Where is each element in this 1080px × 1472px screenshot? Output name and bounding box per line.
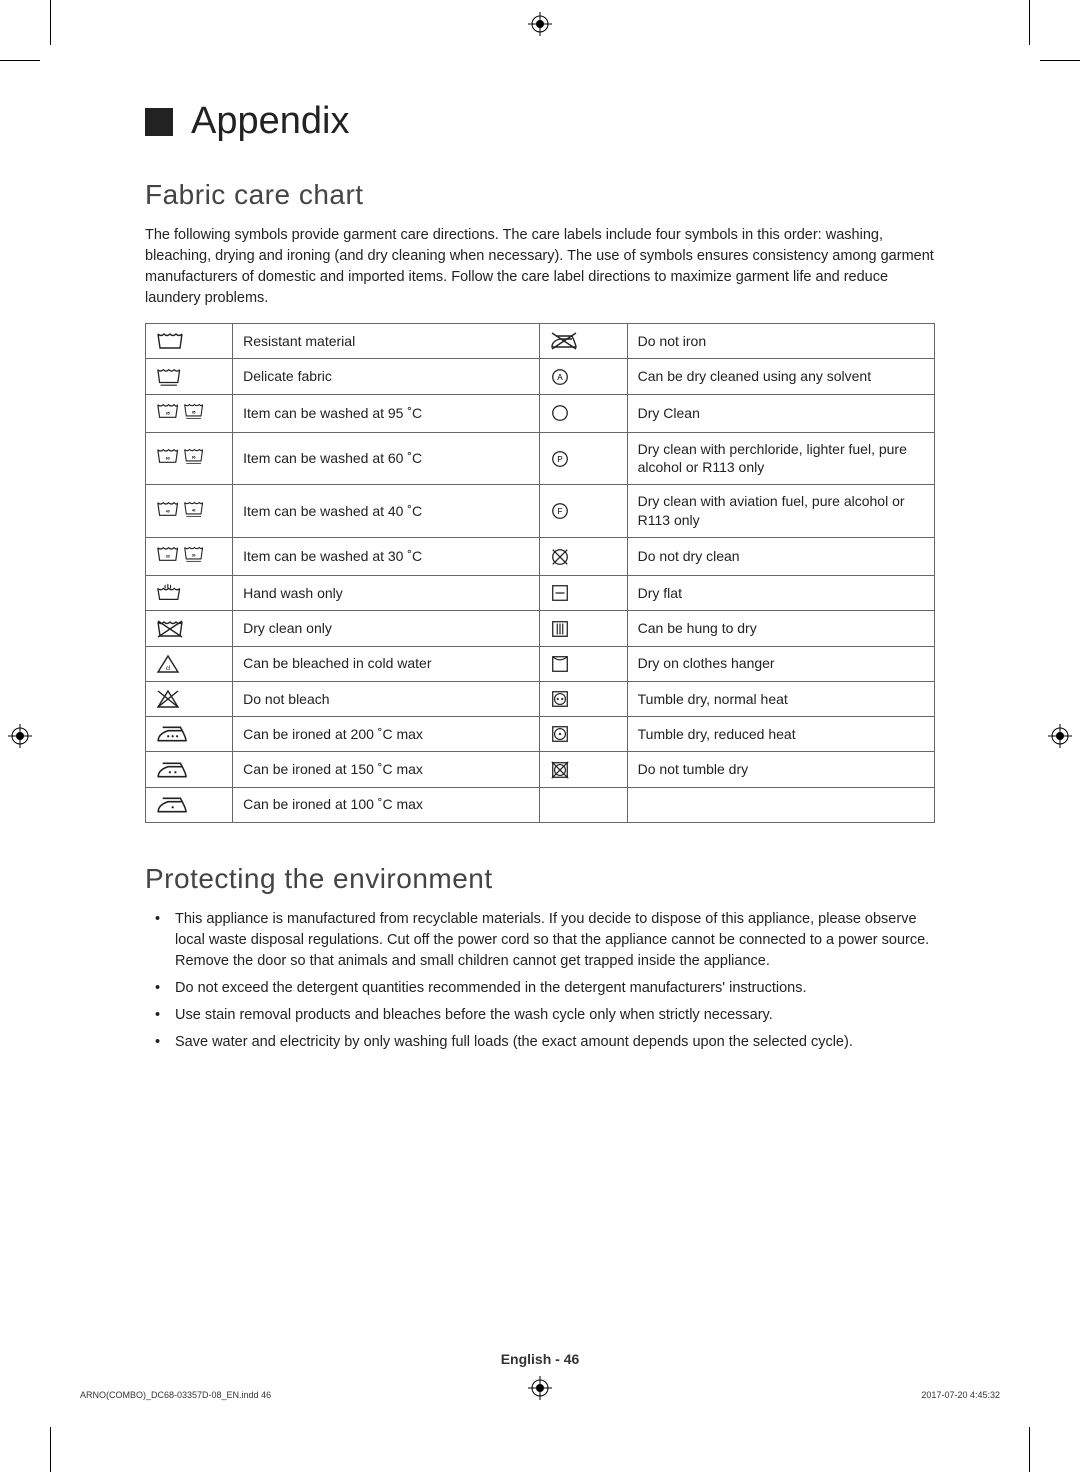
tumble-normal-icon (540, 681, 627, 716)
page-title: Appendix (191, 100, 349, 143)
table-cell: Tumble dry, normal heat (627, 681, 934, 716)
svg-text:30: 30 (166, 555, 170, 559)
bleach-cold-icon: cl (146, 646, 233, 681)
table-cell: Can be ironed at 150 ˚C max (233, 752, 540, 787)
list-item: Use stain removal products and bleaches … (175, 1005, 935, 1026)
dry-flat-icon (540, 576, 627, 611)
footer-filename: ARNO(COMBO)_DC68-03357D-08_EN.indd 46 (80, 1390, 271, 1400)
empty-icon (540, 787, 627, 822)
table-cell: Do not dry clean (627, 538, 934, 576)
wash-delicate-icon (146, 359, 233, 394)
table-cell: Item can be washed at 40 ˚C (233, 485, 540, 538)
table-cell: Dry Clean (627, 394, 934, 432)
svg-text:cl: cl (166, 666, 170, 672)
table-cell: Dry flat (627, 576, 934, 611)
svg-text:F: F (558, 508, 563, 517)
list-item: Save water and electricity by only washi… (175, 1032, 935, 1053)
table-cell: Do not iron (627, 324, 934, 359)
do-not-iron-icon (540, 324, 627, 359)
registration-mark-icon (528, 12, 552, 36)
table-cell: Can be hung to dry (627, 611, 934, 646)
do-not-dryclean-icon (540, 538, 627, 576)
section-title-fabric: Fabric care chart (145, 179, 935, 211)
svg-text:60: 60 (192, 455, 196, 459)
table-cell: Do not tumble dry (627, 752, 934, 787)
svg-text:60: 60 (166, 457, 170, 461)
svg-text:95: 95 (166, 411, 170, 415)
svg-text:40: 40 (192, 508, 196, 512)
registration-mark-icon (528, 1376, 552, 1400)
table-cell: Item can be washed at 30 ˚C (233, 538, 540, 576)
table-cell: Item can be washed at 60 ˚C (233, 432, 540, 485)
table-cell: Can be dry cleaned using any solvent (627, 359, 934, 394)
wash-60-icon: 60 60 (146, 432, 233, 485)
table-cell: Dry clean only (233, 611, 540, 646)
wash-40-icon: 40 40 (146, 485, 233, 538)
iron-100-icon (146, 787, 233, 822)
svg-text:A: A (558, 373, 564, 382)
dryclean-any-icon: A (540, 359, 627, 394)
environment-list: This appliance is manufactured from recy… (145, 909, 935, 1053)
table-cell: Hand wash only (233, 576, 540, 611)
svg-text:95: 95 (192, 410, 196, 414)
table-cell: Resistant material (233, 324, 540, 359)
table-cell: Can be ironed at 100 ˚C max (233, 787, 540, 822)
wash-resistant-icon (146, 324, 233, 359)
svg-text:40: 40 (166, 509, 170, 513)
table-cell: Can be bleached in cold water (233, 646, 540, 681)
svg-text:P: P (558, 455, 564, 464)
registration-mark-icon (1048, 724, 1072, 748)
table-cell: Delicate fabric (233, 359, 540, 394)
section-title-environment: Protecting the environment (145, 863, 935, 895)
list-item: Do not exceed the detergent quantities r… (175, 978, 935, 999)
list-item: This appliance is manufactured from recy… (175, 909, 935, 972)
do-not-tumble-icon (540, 752, 627, 787)
table-cell: Can be ironed at 200 ˚C max (233, 717, 540, 752)
wash-30-icon: 30 30 (146, 538, 233, 576)
registration-mark-icon (8, 724, 32, 748)
dryclean-p-icon: P (540, 432, 627, 485)
table-cell: Tumble dry, reduced heat (627, 717, 934, 752)
table-cell: Item can be washed at 95 ˚C (233, 394, 540, 432)
iron-200-icon (146, 717, 233, 752)
hanger-dry-icon (540, 646, 627, 681)
iron-150-icon (146, 752, 233, 787)
table-cell: Dry clean with perchloride, lighter fuel… (627, 432, 934, 485)
dryclean-only-icon (146, 611, 233, 646)
page-title-row: Appendix (145, 100, 935, 143)
footer-language-page: English - 46 (0, 1351, 1080, 1367)
table-cell: Dry clean with aviation fuel, pure alcoh… (627, 485, 934, 538)
do-not-bleach-icon (146, 681, 233, 716)
dryclean-icon (540, 394, 627, 432)
intro-text: The following symbols provide garment ca… (145, 225, 935, 309)
heading-square-icon (145, 108, 173, 136)
wash-95-icon: 95 95 (146, 394, 233, 432)
footer-timestamp: 2017-07-20 4:45:32 (921, 1390, 1000, 1400)
table-cell: Do not bleach (233, 681, 540, 716)
table-cell (627, 787, 934, 822)
hang-dry-icon (540, 611, 627, 646)
svg-text:30: 30 (192, 554, 196, 558)
hand-wash-icon (146, 576, 233, 611)
footer-time-text: 2017-07-20 4:45:32 (921, 1390, 1000, 1400)
tumble-reduced-icon (540, 717, 627, 752)
dryclean-f-icon: F (540, 485, 627, 538)
table-cell: Dry on clothes hanger (627, 646, 934, 681)
fabric-care-table: Resistant material Do not iron Delicate … (145, 323, 935, 823)
